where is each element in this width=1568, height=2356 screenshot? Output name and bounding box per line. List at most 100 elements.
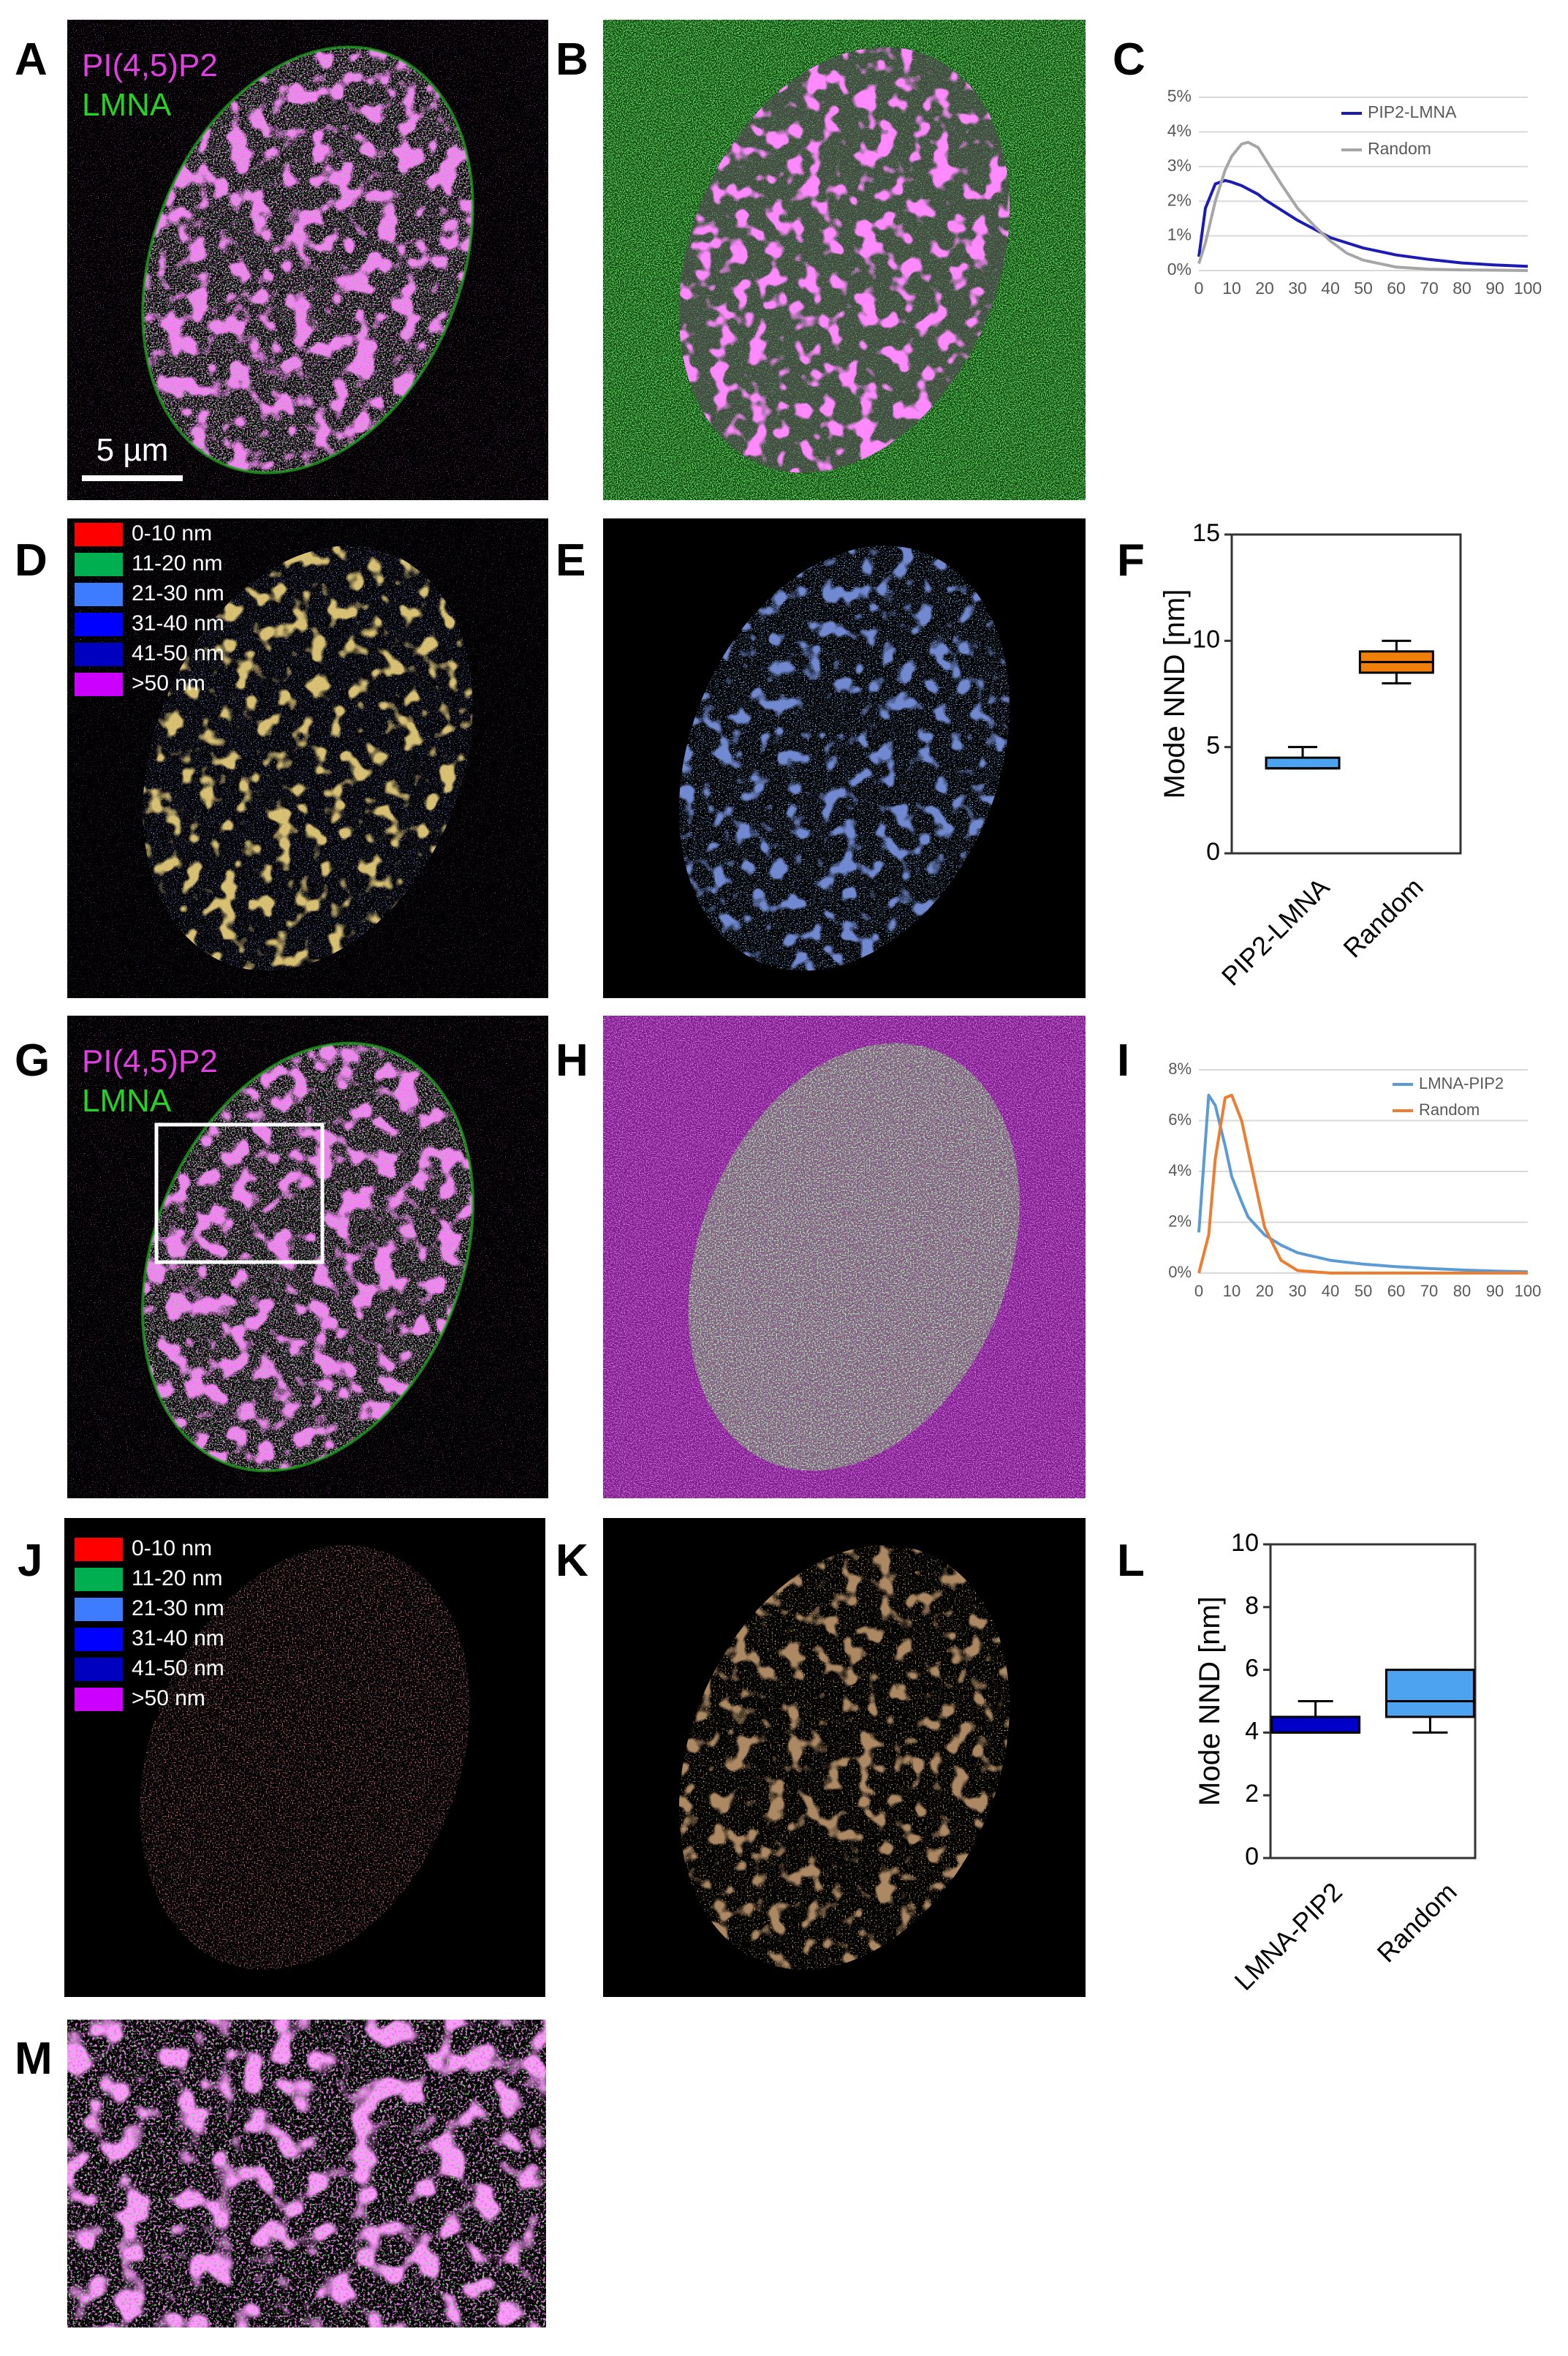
y-tick-label: 15 — [1192, 519, 1220, 547]
legend-label: 11-20 nm — [132, 1566, 223, 1590]
y-tick-label: 2% — [1168, 1212, 1192, 1230]
y-tick-label: 5 — [1206, 732, 1220, 760]
y-tick-label: 0 — [1245, 1843, 1259, 1870]
microscopy-image — [603, 1016, 1086, 1498]
y-tick-label: 4 — [1245, 1717, 1259, 1745]
legend-swatch — [75, 1598, 123, 1621]
y-tick-label: 8 — [1245, 1592, 1259, 1620]
y-tick-label: 5% — [1167, 86, 1192, 105]
chart: 0% 1% 2% 3% 4% 5% 0 10 20 30 40 50 60 70 80 90 100 PIP2-L… — [1167, 86, 1542, 298]
x-tick-label: 0 — [1194, 279, 1204, 298]
y-tick-label: 4% — [1167, 121, 1192, 140]
legend-swatch — [75, 523, 123, 546]
microscopy-image — [603, 518, 1086, 998]
legend-swatch — [75, 583, 123, 606]
image-label: PI(4,5)P2 — [82, 48, 218, 83]
line-series — [1197, 1093, 1528, 1275]
y-axis-label: Mode NND [nm] — [1159, 589, 1191, 799]
microscopy-image — [67, 2020, 546, 2327]
panel-letter: A — [15, 34, 48, 85]
panel-letter: L — [1117, 1536, 1145, 1586]
microscopy-image — [67, 20, 548, 500]
legend-swatch — [75, 1658, 123, 1681]
legend-label: Random — [1368, 139, 1431, 158]
y-axis-label: Mode NND [nm] — [1194, 1596, 1226, 1806]
legend-label: 41-50 nm — [132, 641, 224, 665]
panel-letter: D — [15, 535, 48, 586]
legend-label: 31-40 nm — [132, 611, 224, 635]
legend-label: >50 nm — [132, 1686, 205, 1710]
legend-label: PIP2-LMNA — [1368, 102, 1457, 121]
image-label: LMNA — [82, 87, 172, 123]
legend-swatch — [75, 1538, 123, 1561]
y-tick-label: 4% — [1168, 1161, 1192, 1179]
zoom-box — [154, 1122, 325, 1264]
x-tick-label: 60 — [1387, 1282, 1405, 1300]
legend-label: 11-20 nm — [132, 551, 223, 575]
x-tick-label: 20 — [1256, 1282, 1273, 1300]
legend-swatch — [75, 613, 123, 636]
y-tick-label: 6% — [1168, 1110, 1192, 1128]
nuclear-rim — [141, 45, 474, 475]
image-signal — [67, 518, 548, 998]
x-tick-label: 70 — [1420, 1282, 1438, 1300]
chart: 0% 2% 4% 6% 8% 0 10 20 30 40 50 60 70 80 90 100 LMNA-PIP… — [1168, 1060, 1541, 1300]
x-tick-label: 20 — [1255, 279, 1274, 298]
x-tick-label: 50 — [1354, 279, 1373, 298]
x-tick-label: 50 — [1355, 1282, 1372, 1300]
box — [1385, 1669, 1475, 1718]
box — [1270, 1715, 1361, 1734]
x-tick-label: 100 — [1514, 279, 1542, 298]
legend-label: 21-30 nm — [132, 1596, 224, 1620]
microscopy-image — [67, 518, 548, 998]
image-label: PI(4,5)P2 — [82, 1043, 218, 1079]
panel-letter: C — [1113, 34, 1145, 85]
panel-letter: B — [556, 34, 588, 85]
x-tick-label: 0 — [1194, 1282, 1203, 1300]
legend-label: 0-10 nm — [132, 1536, 212, 1560]
nuclear-rim — [141, 1041, 474, 1473]
legend-label: 31-40 nm — [132, 1626, 224, 1650]
legend-swatch — [75, 673, 123, 696]
x-tick-label: 10 — [1222, 279, 1241, 298]
x-tick-label: 10 — [1223, 1282, 1241, 1300]
panel-letter: K — [556, 1536, 588, 1586]
plot-frame — [1230, 533, 1462, 855]
x-tick-label: 90 — [1485, 279, 1504, 298]
legend-label: >50 nm — [132, 671, 205, 695]
microscopy-image — [603, 1518, 1086, 1997]
y-tick-label: 8% — [1168, 1060, 1192, 1078]
legend-label: 0-10 nm — [132, 521, 212, 545]
legend-swatch — [75, 1628, 123, 1651]
plot-frame — [1269, 1543, 1477, 1859]
x-tick-label: 40 — [1321, 279, 1340, 298]
x-tick-label: 30 — [1289, 1282, 1306, 1300]
y-tick-label: 0% — [1168, 1263, 1192, 1281]
x-tick-label: 80 — [1453, 1282, 1471, 1300]
microscopy-image — [603, 20, 1086, 500]
y-tick-label: 0% — [1167, 260, 1192, 279]
legend-swatch — [75, 553, 123, 576]
legend-swatch — [75, 643, 123, 666]
legend-label: LMNA-PIP2 — [1419, 1074, 1504, 1092]
y-tick-label: 6 — [1245, 1655, 1259, 1683]
x-tick-label: 100 — [1515, 1282, 1542, 1300]
image-panels — [64, 20, 1086, 2327]
legend-label: 41-50 nm — [132, 1656, 224, 1680]
y-tick-label: 10 — [1231, 1529, 1259, 1557]
panel-letter: I — [1117, 1035, 1129, 1086]
box — [1265, 756, 1341, 770]
panel-letter: G — [15, 1035, 50, 1086]
panel-letter: M — [15, 2034, 53, 2084]
microscopy-image — [64, 1518, 545, 1997]
panel-letter: J — [18, 1536, 42, 1586]
line-series — [1197, 1093, 1529, 1274]
y-tick-label: 10 — [1192, 625, 1220, 653]
x-tick-label: 80 — [1453, 279, 1472, 298]
x-tick-label: 70 — [1420, 279, 1439, 298]
y-tick-label: 2% — [1167, 190, 1192, 209]
image-label: LMNA — [82, 1083, 172, 1119]
overlay: PI(4,5)P2 LMNA 5 µm PI(4,5)P2 LMNA A B C D E… — [15, 34, 1145, 2084]
panel-letter: F — [1117, 535, 1145, 586]
